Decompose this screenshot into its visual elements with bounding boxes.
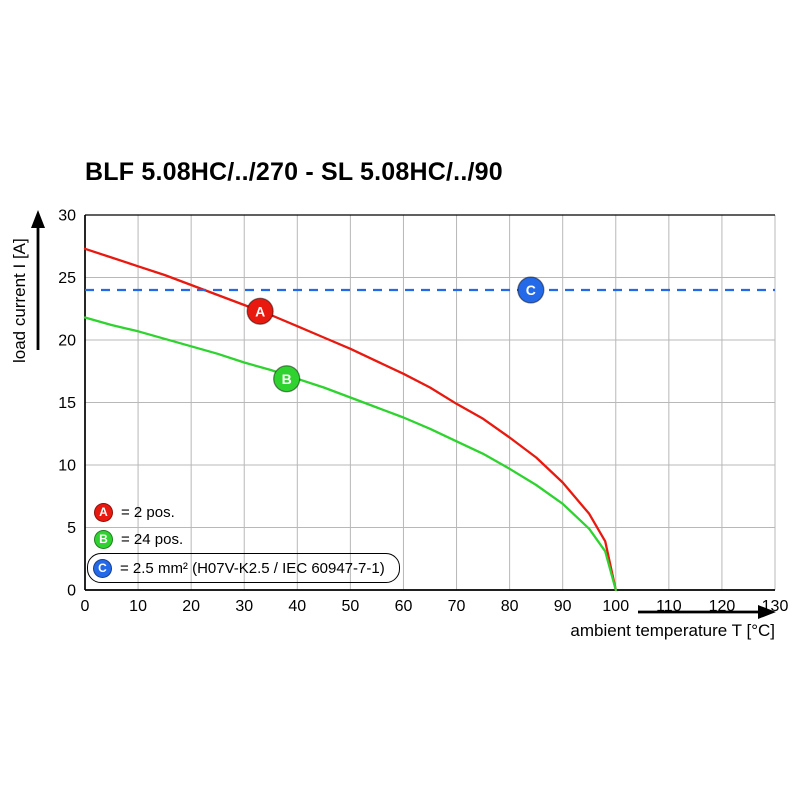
y-axis-arrow-head-icon — [31, 210, 45, 228]
legend-item-C: C = 2.5 mm² (H07V-K2.5 / IEC 60947-7-1) — [87, 553, 400, 583]
x-tick-label: 100 — [602, 598, 629, 615]
x-tick-label: 20 — [182, 598, 200, 615]
legend-label-B: = 24 pos. — [121, 530, 184, 548]
x-tick-label: 10 — [129, 598, 147, 615]
x-axis-label: ambient temperature T [°C] — [570, 621, 775, 640]
curve-A — [83, 247, 617, 592]
chart-title: BLF 5.08HC/../270 - SL 5.08HC/../90 — [85, 158, 503, 186]
y-tick-label: 30 — [58, 208, 76, 225]
x-tick-label: 50 — [341, 598, 359, 615]
x-tick-label: 30 — [235, 598, 253, 615]
y-tick-label: 10 — [58, 458, 76, 475]
legend-item-B: B = 24 pos. — [94, 526, 400, 552]
curve-marker-B — [273, 365, 301, 393]
curve-marker-A — [246, 297, 274, 325]
y-tick-label: 0 — [67, 583, 76, 600]
curve-marker-letter-A: A — [255, 303, 265, 319]
curve-marker-letter-B: B — [282, 371, 292, 387]
legend-item-A: A = 2 pos. — [94, 499, 400, 525]
legend-label-A: = 2 pos. — [121, 503, 175, 521]
y-tick-label: 20 — [58, 333, 76, 350]
x-tick-label: 80 — [501, 598, 519, 615]
x-tick-label: 90 — [554, 598, 572, 615]
curve-marker-C — [517, 276, 545, 304]
x-axis-arrow-head-icon — [758, 605, 776, 619]
curve-marker-letter-C: C — [526, 282, 536, 298]
legend-badge-C: C — [93, 558, 112, 578]
x-tick-label: 40 — [288, 598, 306, 615]
curve-B — [83, 316, 617, 592]
chart-legend: A = 2 pos. B = 24 pos. C = 2.5 mm² (H07V… — [87, 499, 400, 584]
y-tick-label: 5 — [67, 520, 76, 537]
legend-badge-A: A — [94, 502, 113, 522]
x-tick-label: 70 — [448, 598, 466, 615]
y-tick-label: 25 — [58, 270, 76, 287]
y-tick-label: 15 — [58, 395, 76, 412]
x-tick-label: 60 — [395, 598, 413, 615]
legend-label-C: = 2.5 mm² (H07V-K2.5 / IEC 60947-7-1) — [120, 559, 385, 577]
legend-badge-B: B — [94, 529, 113, 549]
x-tick-label: 0 — [81, 598, 90, 615]
